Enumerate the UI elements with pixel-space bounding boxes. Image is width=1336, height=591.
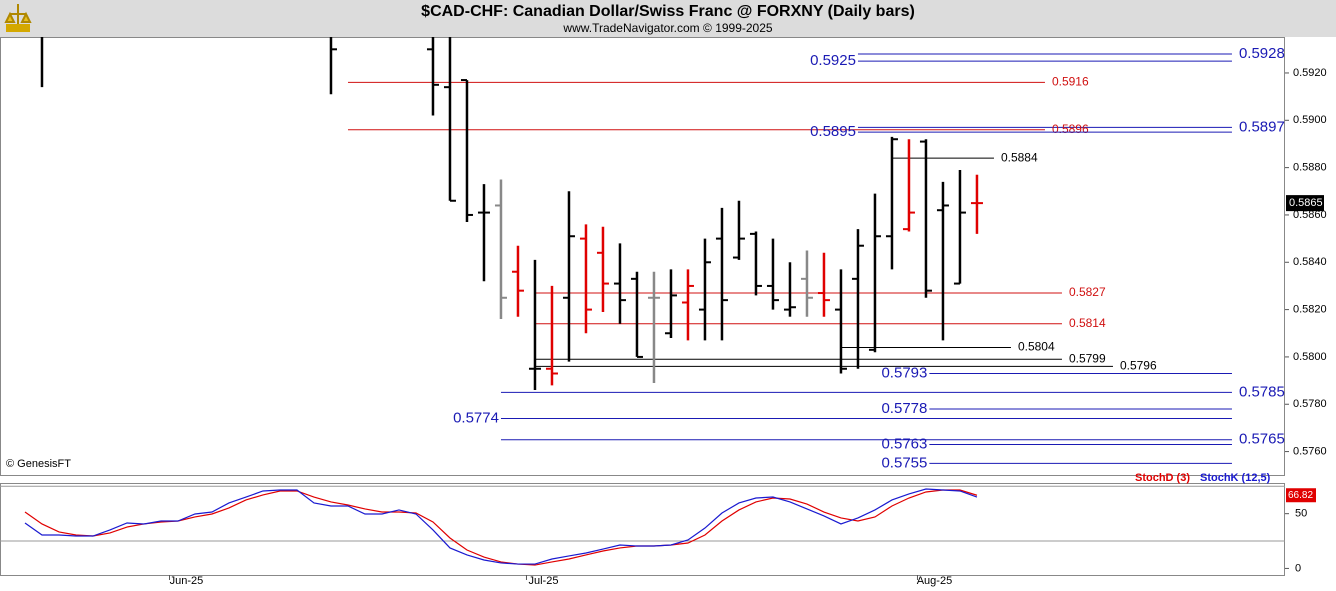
x-tick-label: Jun-25: [170, 575, 204, 587]
chart-subtitle: www.TradeNavigator.com © 1999-2025: [562, 21, 772, 35]
level-label: 0.5804: [1018, 340, 1055, 354]
y-tick-label: 0.5920: [1293, 67, 1327, 79]
y-tick-label: 0.5760: [1293, 445, 1327, 457]
value-label: 66.82: [1288, 490, 1313, 501]
legend-entry: StochD (3): [1135, 472, 1190, 484]
level-label: 0.5827: [1069, 285, 1106, 299]
y-tick-label: 0.5860: [1293, 209, 1327, 221]
x-tick-label: Aug-25: [917, 575, 952, 587]
stoch-panel: [0, 483, 1285, 576]
level-label: 0.5778: [881, 400, 927, 417]
y-tick-label: 0.5900: [1293, 114, 1327, 126]
chart-title: $CAD-CHF: Canadian Dollar/Swiss Franc @ …: [421, 3, 915, 20]
level-label: 0.5897: [1239, 118, 1285, 135]
watermark: © GenesisFT: [6, 458, 71, 470]
last-price-box: [1286, 195, 1324, 212]
level-label: 0.5799: [1069, 351, 1106, 365]
last-price-label: 0.5865: [1289, 197, 1323, 209]
legend-entry: StochK (12,5): [1200, 472, 1271, 484]
x-tick-label: Jul-25: [528, 575, 558, 587]
level-label: 0.5763: [881, 435, 927, 452]
y-tick-label: 0: [1295, 562, 1301, 574]
level-label: 0.5774: [453, 409, 499, 426]
y-tick-label: 0.5840: [1293, 256, 1327, 268]
level-label: 0.5796: [1120, 359, 1157, 373]
level-label: 0.5895: [810, 123, 856, 140]
y-tick-label: 0.5820: [1293, 304, 1327, 316]
y-tick-label: 50: [1295, 508, 1307, 520]
stoch-line: [24, 488, 978, 565]
level-label: 0.5884: [1001, 150, 1038, 164]
level-label: 0.5925: [810, 52, 856, 69]
level-label: 0.5814: [1069, 316, 1106, 330]
level-label: 0.5916: [1052, 75, 1089, 89]
y-tick-label: 0.5880: [1293, 162, 1327, 174]
level-label: 0.5765: [1239, 431, 1285, 448]
y-tick-label: 0.5800: [1293, 351, 1327, 363]
stoch-line: [24, 489, 978, 566]
level-label: 0.5793: [881, 364, 927, 381]
y-tick-label: 0.5780: [1293, 398, 1327, 410]
level-label: 0.5785: [1239, 383, 1285, 400]
value-box: [1286, 488, 1316, 503]
level-label: 0.5928: [1239, 45, 1285, 62]
level-label: 0.5896: [1052, 122, 1089, 136]
header: [0, 0, 1336, 37]
main-panel: [0, 37, 1285, 476]
logo: [4, 4, 32, 32]
level-label: 0.5755: [881, 454, 927, 471]
